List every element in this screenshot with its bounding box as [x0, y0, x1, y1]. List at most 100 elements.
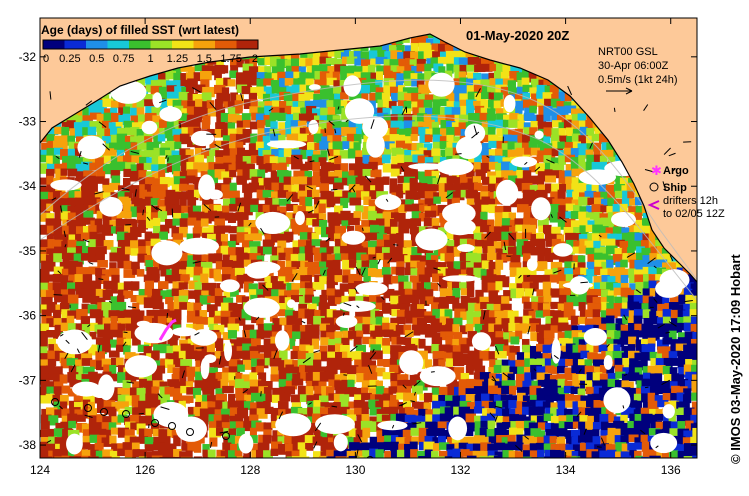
sst-age-cell — [698, 113, 707, 122]
sst-age-cell — [587, 254, 600, 264]
sst-age-cell — [291, 184, 303, 193]
sst-age-cell — [402, 143, 412, 152]
sst-age-cell — [585, 212, 595, 220]
sst-age-cell — [180, 260, 190, 272]
sst-age-cell — [606, 308, 618, 319]
sst-age-cell — [319, 371, 332, 382]
sst-age-cell — [235, 115, 247, 124]
sst-age-cell — [180, 359, 193, 370]
sst-age-cell — [110, 107, 118, 116]
sst-age-cell — [235, 372, 243, 381]
sst-age-cell — [255, 365, 264, 374]
sst-age-cell — [558, 155, 567, 165]
sst-age-cell — [594, 127, 607, 137]
sst-age-cell — [438, 227, 448, 236]
sst-age-cell — [412, 107, 420, 117]
sst-age-cell — [395, 413, 407, 423]
sst-age-cell — [683, 344, 694, 354]
sst-age-cell — [356, 414, 366, 422]
sst-age-cell — [433, 36, 442, 46]
sst-age-cell — [662, 393, 671, 401]
sst-age-cell — [355, 246, 364, 255]
sst-age-cell — [417, 73, 429, 82]
sst-age-cell — [181, 127, 190, 138]
sst-age-cell — [138, 219, 148, 230]
sst-age-cell — [612, 254, 623, 263]
sst-age-cell — [115, 357, 124, 366]
sst-age-cell — [53, 309, 61, 319]
sst-age-cell — [556, 351, 567, 360]
sst-age-cell — [214, 310, 225, 320]
sst-age-cell — [321, 317, 330, 329]
sst-age-cell — [222, 254, 230, 264]
sst-age-cell — [285, 71, 294, 82]
sst-age-cell — [550, 393, 559, 402]
sst-age-cell — [487, 120, 496, 130]
sst-age-cell — [376, 253, 386, 261]
sst-age-cell — [361, 380, 373, 391]
sst-age-cell — [355, 309, 367, 320]
sst-age-cell — [321, 289, 330, 300]
sst-age-cell — [312, 329, 320, 341]
sst-age-cell — [299, 57, 309, 68]
sst-age-cell — [641, 303, 652, 314]
sst-age-cell — [549, 374, 559, 384]
sst-age-cell — [263, 141, 274, 151]
sst-age-cell — [327, 65, 336, 77]
sst-age-cell — [522, 162, 531, 173]
sst-age-cell — [396, 73, 407, 83]
sst-age-cell — [101, 94, 110, 103]
sst-age-cell — [172, 317, 182, 328]
sst-age-cell — [397, 91, 408, 101]
sst-age-cell — [241, 85, 253, 95]
sst-age-cell — [40, 289, 49, 298]
sst-age-cell — [507, 141, 517, 150]
sst-age-cell — [256, 78, 267, 89]
sst-age-cell — [549, 274, 559, 283]
sst-age-cell — [173, 72, 182, 81]
sst-age-cell — [402, 303, 410, 315]
sst-age-cell — [255, 141, 266, 151]
sst-age-cell — [297, 77, 306, 87]
sst-age-cell — [549, 84, 560, 95]
sst-age-cell — [59, 394, 69, 406]
sst-age-cell — [598, 323, 607, 331]
sst-age-cell — [397, 175, 408, 184]
sst-age-cell — [54, 324, 63, 335]
sst-age-cell — [466, 171, 475, 182]
sst-age-cell — [388, 400, 400, 409]
sst-age-cell — [213, 414, 225, 423]
sst-age-cell — [650, 246, 659, 256]
sst-age-cell — [292, 345, 303, 354]
sst-age-cell — [458, 337, 469, 348]
sst-age-cell — [397, 52, 408, 61]
sst-age-cell — [544, 358, 554, 368]
sst-age-cell — [591, 393, 601, 404]
sst-age-cell — [417, 190, 428, 199]
sst-age-cell — [531, 93, 542, 101]
sst-age-cell — [459, 176, 472, 186]
sst-age-cell — [264, 351, 276, 362]
sst-age-cell — [691, 290, 697, 300]
sst-age-cell — [383, 128, 393, 137]
sst-age-cell — [95, 288, 106, 298]
sst-age-cell — [551, 183, 562, 194]
sst-age-cell — [423, 49, 435, 61]
sst-age-cell — [326, 77, 337, 86]
sst-age-cell — [473, 182, 483, 192]
sst-age-cell — [234, 261, 245, 272]
sst-age-cell — [430, 322, 442, 333]
sst-age-cell — [235, 393, 248, 402]
sst-age-cell — [524, 288, 534, 298]
sst-age-cell — [145, 219, 157, 229]
sst-age-cell — [117, 247, 129, 257]
sst-age-cell — [249, 169, 260, 179]
sst-age-cell — [298, 239, 311, 249]
sst-age-cell — [677, 351, 688, 360]
sst-age-cell — [482, 324, 492, 334]
sst-age-cell — [369, 84, 380, 93]
sst-age-cell — [586, 114, 594, 124]
sst-age-cell — [601, 317, 610, 327]
sst-age-cell — [354, 323, 365, 334]
sst-age-cell — [109, 394, 122, 402]
